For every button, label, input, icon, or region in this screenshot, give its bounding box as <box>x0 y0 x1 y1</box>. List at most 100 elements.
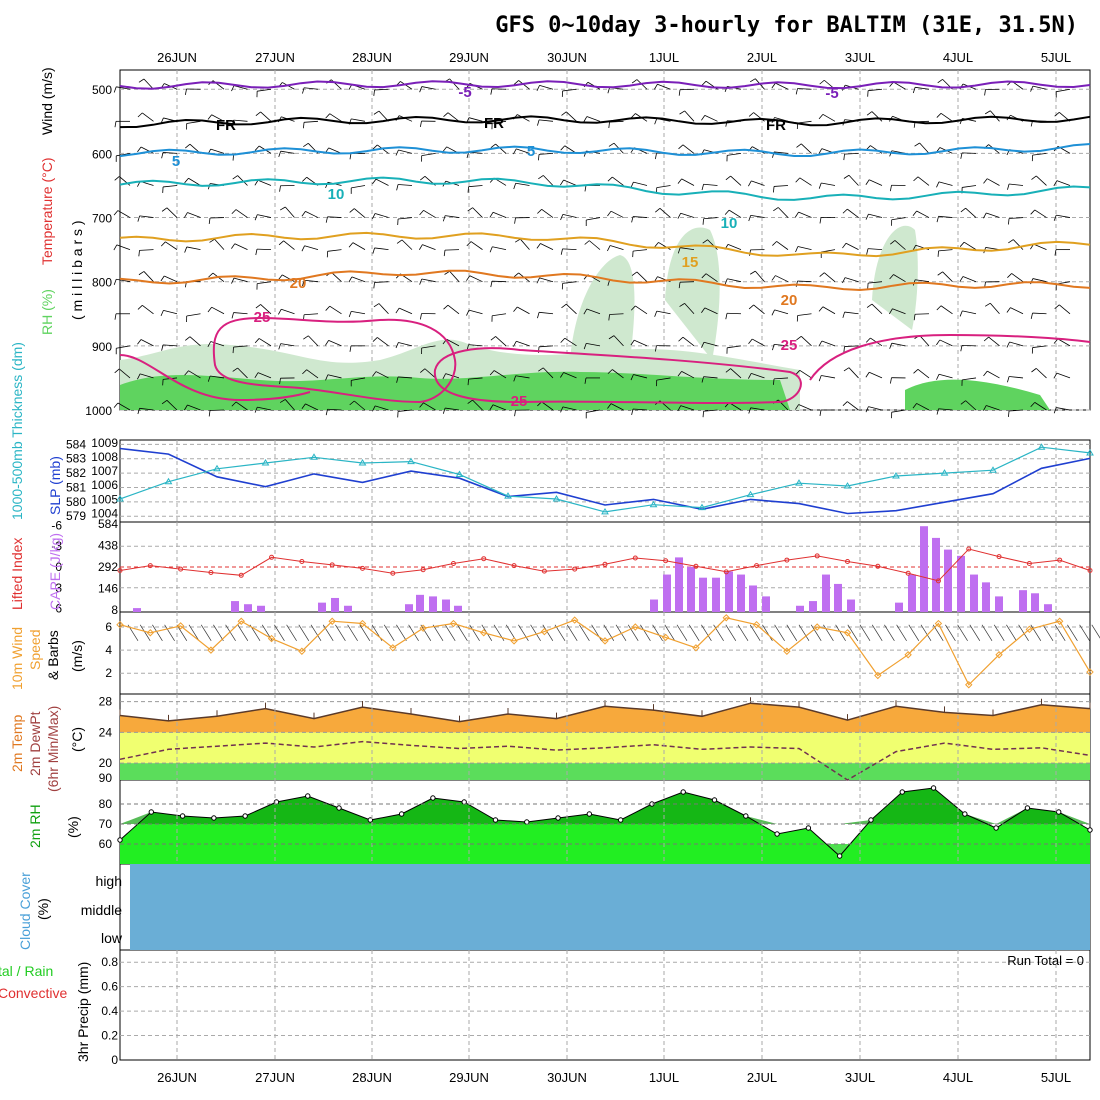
millibars-label: ( m i l l i b a r s ) <box>69 220 85 320</box>
wind-barb-feather <box>232 367 238 372</box>
wind-barb-feather <box>818 114 824 120</box>
wind-barb <box>680 405 695 411</box>
wind-barb-feather <box>842 208 848 214</box>
cape-bar <box>920 526 928 612</box>
wind-speed-marker <box>843 629 852 637</box>
contour-label: 10 <box>328 186 345 203</box>
li-marker <box>966 546 972 552</box>
wind-barb <box>470 241 483 250</box>
wind-barb <box>116 278 131 283</box>
surface-wind-barb <box>676 624 688 641</box>
wind-barb <box>378 303 389 315</box>
wind-barb <box>609 245 624 251</box>
surface-wind-barb <box>213 624 224 641</box>
wind-barb-feather <box>866 248 869 255</box>
wind-barb <box>186 246 201 251</box>
wind-barb-feather <box>748 407 752 414</box>
wind-barb <box>116 244 131 250</box>
wind-barb-feather <box>467 207 473 212</box>
wind-speed-marker <box>783 647 791 655</box>
surface-wind-barb <box>749 624 761 641</box>
wind-barb-feather <box>842 311 845 318</box>
wind-barb <box>304 245 319 251</box>
wind-barb <box>844 277 859 283</box>
precip-tick: 0.4 <box>101 1004 118 1018</box>
surface-wind-barb <box>957 624 968 641</box>
wind-speed-marker <box>449 619 458 628</box>
surface-wind-barb <box>566 624 578 641</box>
wind-barb-feather <box>444 270 450 275</box>
wind-barb <box>612 369 624 379</box>
wind-barb <box>163 309 178 315</box>
wind-barb-feather <box>701 342 705 348</box>
surface-wind-barb <box>896 624 907 641</box>
panel-frame-precip <box>119 949 1091 1061</box>
wind10-label-b: Speed <box>27 630 43 670</box>
wind-barb <box>1035 368 1047 379</box>
wind-barb <box>750 407 765 411</box>
wind-barb-feather <box>419 244 423 250</box>
contour-label: 5 <box>172 153 180 170</box>
thickness-tick: 583 <box>66 452 86 466</box>
surface-wind-barb <box>945 624 956 641</box>
rh-marker <box>868 817 874 823</box>
wind-barb <box>1010 307 1024 315</box>
wind-barb <box>868 88 883 92</box>
wind-barb <box>542 367 554 379</box>
wind-barb <box>237 175 248 186</box>
wind-barb-feather <box>513 272 519 278</box>
wind-barb <box>777 207 789 218</box>
top-date-label: 2JUL <box>747 50 777 65</box>
wind-barb-feather <box>373 89 375 96</box>
wind-barb-feather <box>513 306 518 312</box>
wind-barb-feather <box>1008 239 1014 244</box>
wind-barb-feather <box>231 312 234 319</box>
wind-barb-feather <box>137 373 141 380</box>
wind-barb-feather <box>960 152 963 159</box>
surface-wind-barb <box>518 624 529 641</box>
wind-barb <box>377 337 389 347</box>
wind-barb <box>237 367 248 379</box>
bottom-date-label: 5JUL <box>1041 1070 1071 1085</box>
wind-barb-feather <box>654 310 658 317</box>
wind-barb <box>398 184 413 186</box>
cape-tick: 8 <box>111 603 118 617</box>
wind-barb-feather <box>419 121 422 128</box>
wind-barb <box>564 337 577 347</box>
wind-barb <box>612 176 624 186</box>
wind-barb <box>730 175 742 186</box>
wind-barb-feather <box>279 399 286 403</box>
wind-barb <box>329 305 342 315</box>
wind-barb <box>703 376 718 379</box>
wind-barb <box>351 276 366 283</box>
wind-barb <box>776 241 789 250</box>
wind-barb-feather <box>395 149 399 156</box>
wind-barb-feather <box>960 345 963 352</box>
wind-barb <box>562 281 577 284</box>
wind-barb-feather <box>771 275 776 281</box>
wind-barb-feather <box>231 243 236 249</box>
wind-barb <box>374 247 389 251</box>
wind-barb-feather <box>1030 402 1036 408</box>
wind-barb <box>492 404 507 411</box>
precip-tick: 0 <box>111 1053 118 1067</box>
wind-barb-feather <box>984 110 991 115</box>
upper-air-yticks: 500 600 700 800 900 1000 <box>85 83 112 418</box>
wind-barb-feather <box>372 337 378 342</box>
thickness-marker <box>892 471 900 479</box>
wind-barb <box>327 249 342 252</box>
wind-barb-feather <box>349 153 352 160</box>
wind-barb-feather <box>913 369 919 374</box>
wind-barb <box>187 212 201 218</box>
wind-barb <box>844 311 859 315</box>
wind-barb <box>306 369 319 379</box>
cape-bar <box>318 602 326 612</box>
wind-barb-feather <box>254 406 258 413</box>
wind-barb <box>1056 372 1071 379</box>
wind-barb <box>258 338 272 347</box>
wind-barb <box>891 409 906 413</box>
wind-barb <box>613 335 624 347</box>
cloud-label-a: Cloud Cover <box>17 872 33 950</box>
wind-barb-feather <box>184 404 188 411</box>
wind-barb-feather <box>654 345 657 352</box>
